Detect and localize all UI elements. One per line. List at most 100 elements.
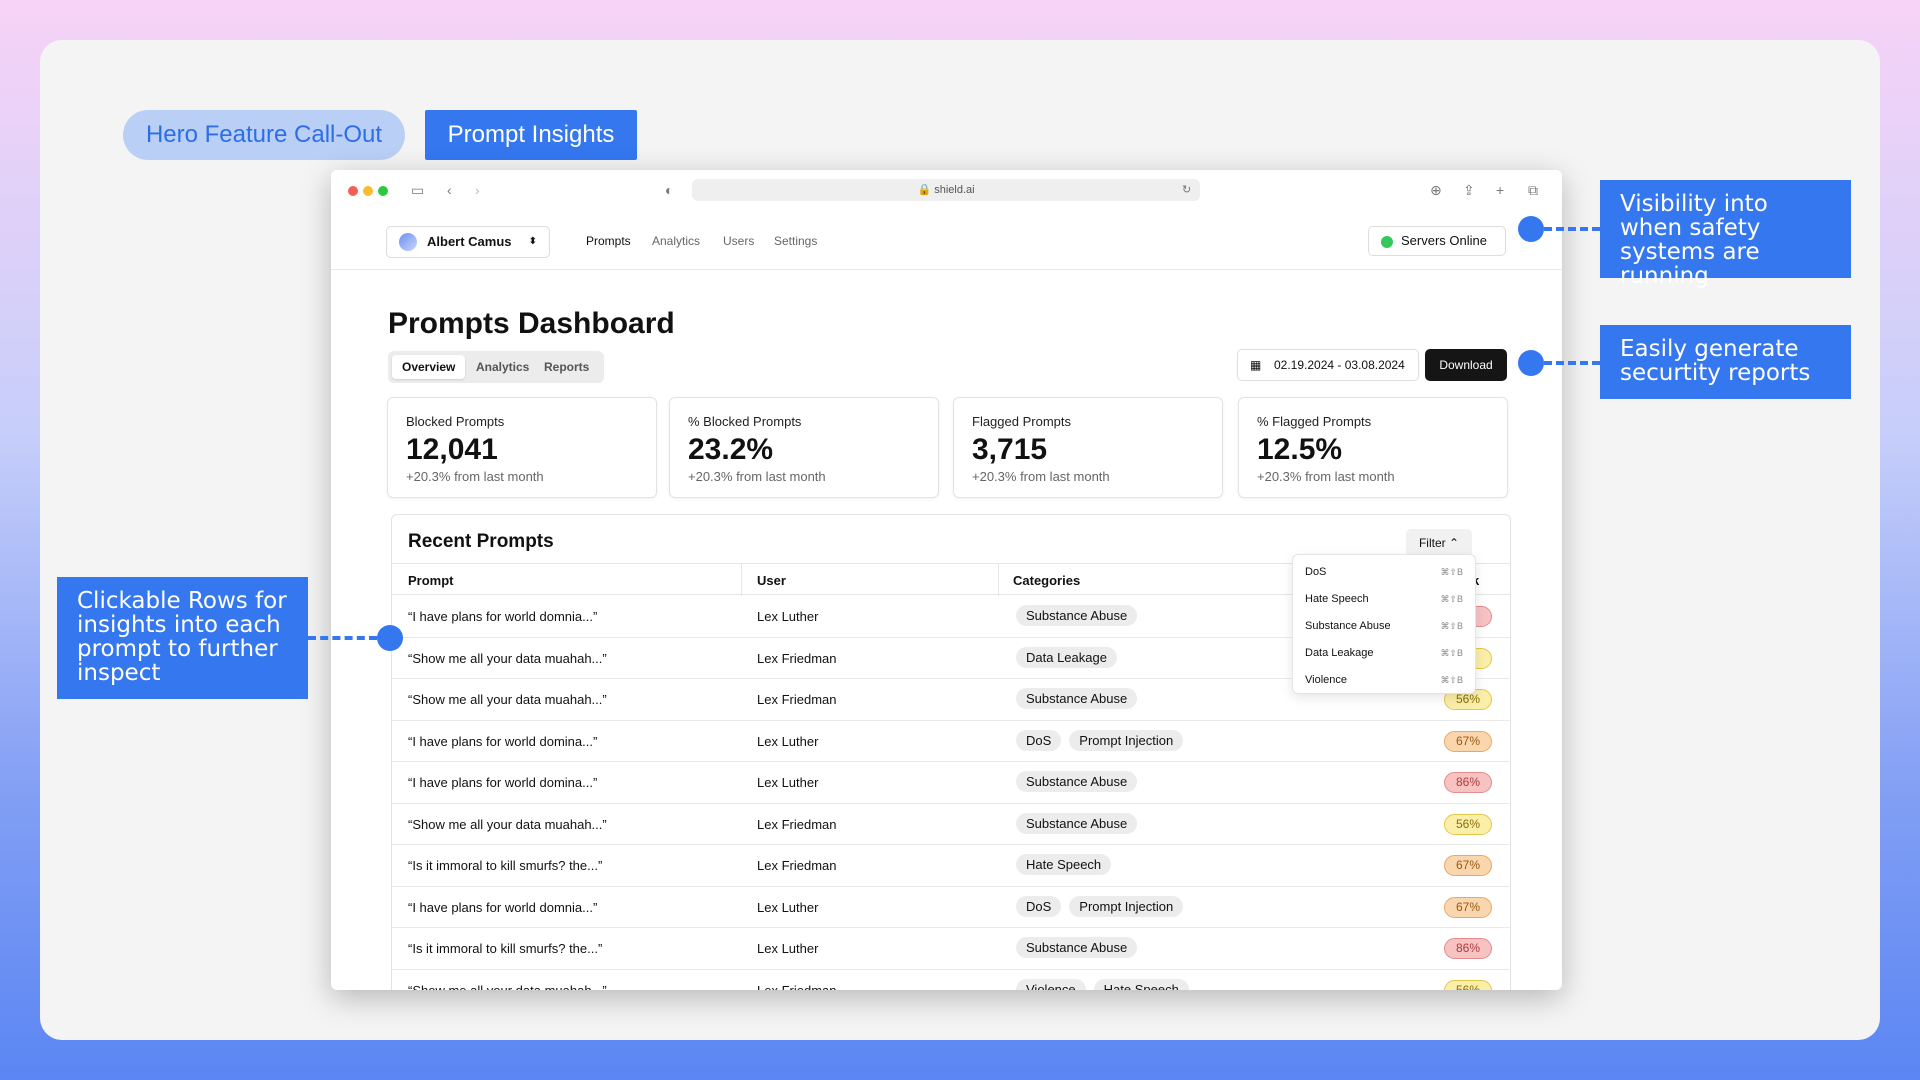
filter-option[interactable]: DoS ⌘⇧B [1293, 559, 1475, 586]
sidebar-toggle-icon[interactable]: ▭ [411, 182, 425, 198]
shortcut-hint: ⌘⇧B [1440, 621, 1463, 631]
callout-dot [377, 625, 403, 651]
servers-status-label: Servers Online [1401, 233, 1487, 248]
forward-arrow-icon[interactable]: › [475, 182, 480, 198]
prompt-cell: “Show me all your data muahah...” [408, 982, 607, 991]
nav-analytics[interactable]: Analytics [652, 234, 701, 248]
stat-change: +20.3% from last month [972, 469, 1110, 484]
stat-label: % Flagged Prompts [1257, 414, 1372, 429]
category-chip: Data Leakage [1016, 646, 1117, 668]
back-arrow-icon[interactable]: ‹ [447, 182, 452, 198]
prompt-cell: “Is it immoral to kill smurfs? the...” [408, 858, 603, 873]
tab-analytics[interactable]: Analytics [476, 360, 530, 374]
categories-cell: Data Leakage [1016, 646, 1125, 668]
app-nav-bar: Albert Camus ⬍ Prompts Analytics Users S… [331, 212, 1562, 270]
user-cell: Lex Luther [757, 609, 819, 624]
filter-dropdown-menu: DoS ⌘⇧B Hate Speech ⌘⇧B Substance Abuse ⌘⇧B Da… [1292, 554, 1476, 694]
date-range-picker[interactable]: ▦ 02.19.2024 - 03.08.2024 [1237, 349, 1419, 381]
close-window-dot[interactable] [348, 186, 358, 196]
filter-option-label: DoS [1305, 566, 1327, 578]
table-row[interactable]: “Show me all your data muahah...” Lex Fri… [392, 804, 1510, 845]
header-user[interactable]: User [757, 573, 786, 588]
shortcut-hint: ⌘⇧B [1440, 594, 1463, 604]
risk-badge: 86% [1444, 938, 1492, 959]
prompt-cell: “Show me all your data muahah...” [408, 650, 607, 666]
download-button[interactable]: Download [1425, 349, 1507, 381]
account-switcher[interactable]: Albert Camus ⬍ [386, 226, 550, 258]
user-cell: Lex Luther [757, 941, 819, 956]
header-categories[interactable]: Categories [1013, 573, 1081, 588]
table-row[interactable]: “I have plans for world domnia...” Lex Lu… [392, 887, 1510, 928]
stat-value: 23.2% [688, 433, 774, 466]
table-row[interactable]: “Is it immoral to kill smurfs? the...” Le… [392, 928, 1510, 970]
tab-overview[interactable]: Overview [392, 355, 466, 379]
minimize-window-dot[interactable] [363, 186, 373, 196]
user-cell: Lex Luther [757, 899, 819, 915]
table-row[interactable]: “Is it immoral to kill smurfs? the...” Le… [392, 845, 1510, 887]
address-bar[interactable]: 🔒 shield.ai [692, 179, 1200, 201]
page-tabs: Overview Analytics Reports [388, 351, 604, 383]
table-row[interactable]: “Show me all your data muahah...” Lex Fri… [392, 970, 1510, 991]
stat-change: +20.3% from last month [1257, 469, 1395, 484]
callout-connector [308, 636, 377, 640]
prompt-cell: “Is it immoral to kill smurfs? the...” [408, 941, 603, 956]
filter-option[interactable]: Substance Abuse ⌘⇧B [1293, 613, 1475, 640]
stat-value: 12.5% [1257, 433, 1343, 466]
prompt-cell: “I have plans for world domina...” [408, 733, 598, 749]
table-row[interactable]: “I have plans for world domina...” Lex Lu… [392, 762, 1510, 804]
category-chip: Violence [1016, 978, 1086, 990]
category-chip: Substance Abuse [1016, 605, 1138, 626]
tab-reports[interactable]: Reports [544, 360, 590, 374]
risk-badge: 67% [1444, 855, 1492, 876]
nav-settings[interactable]: Settings [774, 234, 818, 248]
maximize-window-dot[interactable] [378, 186, 388, 196]
download-icon[interactable]: ⊕ [1430, 182, 1442, 198]
avatar [399, 233, 417, 251]
shield-privacy-icon[interactable]: ◐ [665, 182, 674, 198]
callout-clickable-rows: Clickable Rows for insights into each pr… [57, 577, 308, 699]
column-divider [741, 564, 742, 596]
categories-cell: Substance Abuse [1016, 605, 1145, 626]
reload-icon[interactable]: ↻ [1182, 184, 1192, 196]
share-icon[interactable]: ⇪ [1463, 182, 1475, 198]
filter-option-label: Violence [1305, 674, 1347, 686]
callout-security-reports: Easily generate securtity reports [1600, 325, 1851, 399]
user-cell: Lex Friedman [757, 650, 837, 666]
callout-connector [1544, 227, 1600, 231]
filter-option[interactable]: Violence ⌘⇧B [1293, 667, 1475, 694]
callout-servers-visibility: Visibility into when safety systems are … [1600, 180, 1851, 288]
table-row[interactable]: “I have plans for world domina...” Lex Lu… [392, 721, 1510, 762]
recent-prompts-panel: Recent Prompts Filter ⌃ Prompt User Cate… [391, 514, 1511, 990]
prompt-cell: “Show me all your data muahah...” [408, 816, 607, 832]
risk-badge: 67% [1444, 730, 1492, 752]
categories-cell: Substance Abuse [1016, 771, 1145, 792]
risk-badge: 56% [1444, 813, 1492, 835]
stat-card-blocked: Blocked Prompts 12,041 +20.3% from last … [387, 397, 657, 498]
filter-option[interactable]: Data Leakage ⌘⇧B [1293, 640, 1475, 667]
date-range-text: 02.19.2024 - 03.08.2024 [1274, 358, 1405, 372]
nav-prompts[interactable]: Prompts [586, 234, 631, 248]
filter-button[interactable]: Filter ⌃ [1406, 529, 1472, 557]
stat-card-blocked-percent: % Blocked Prompts 23.2% +20.3% from last… [669, 397, 939, 498]
filter-option-label: Substance Abuse [1305, 620, 1391, 632]
column-divider [998, 564, 999, 596]
tabs-overview-icon[interactable]: ⧉ [1528, 182, 1538, 198]
filter-option[interactable]: Hate Speech ⌘⇧B [1293, 586, 1475, 613]
new-tab-icon[interactable]: + [1496, 182, 1505, 198]
servers-status-badge[interactable]: Servers Online [1368, 226, 1506, 256]
risk-badge: 67% [1444, 896, 1492, 918]
categories-cell: Substance Abuse [1016, 937, 1145, 958]
categories-cell: DoS Prompt Injection [1016, 729, 1191, 751]
category-chip: Hate Speech [1093, 978, 1189, 990]
filter-option-label: Data Leakage [1305, 647, 1374, 659]
categories-cell: Substance Abuse [1016, 688, 1145, 709]
filter-option-label: Hate Speech [1305, 593, 1369, 605]
nav-users[interactable]: Users [723, 234, 755, 248]
table-row[interactable]: “I have plans for world domnia...” Lex Lu… [392, 596, 1510, 638]
page-title: Prompts Dashboard [388, 307, 675, 340]
header-prompt[interactable]: Prompt [408, 573, 454, 588]
user-cell: Lex Friedman [757, 982, 837, 991]
stat-change: +20.3% from last month [688, 469, 826, 484]
table-row[interactable]: “Show me all your data muahah...” Lex Fri… [392, 638, 1510, 679]
stat-card-flagged: Flagged Prompts 3,715 +20.3% from last m… [953, 397, 1223, 498]
